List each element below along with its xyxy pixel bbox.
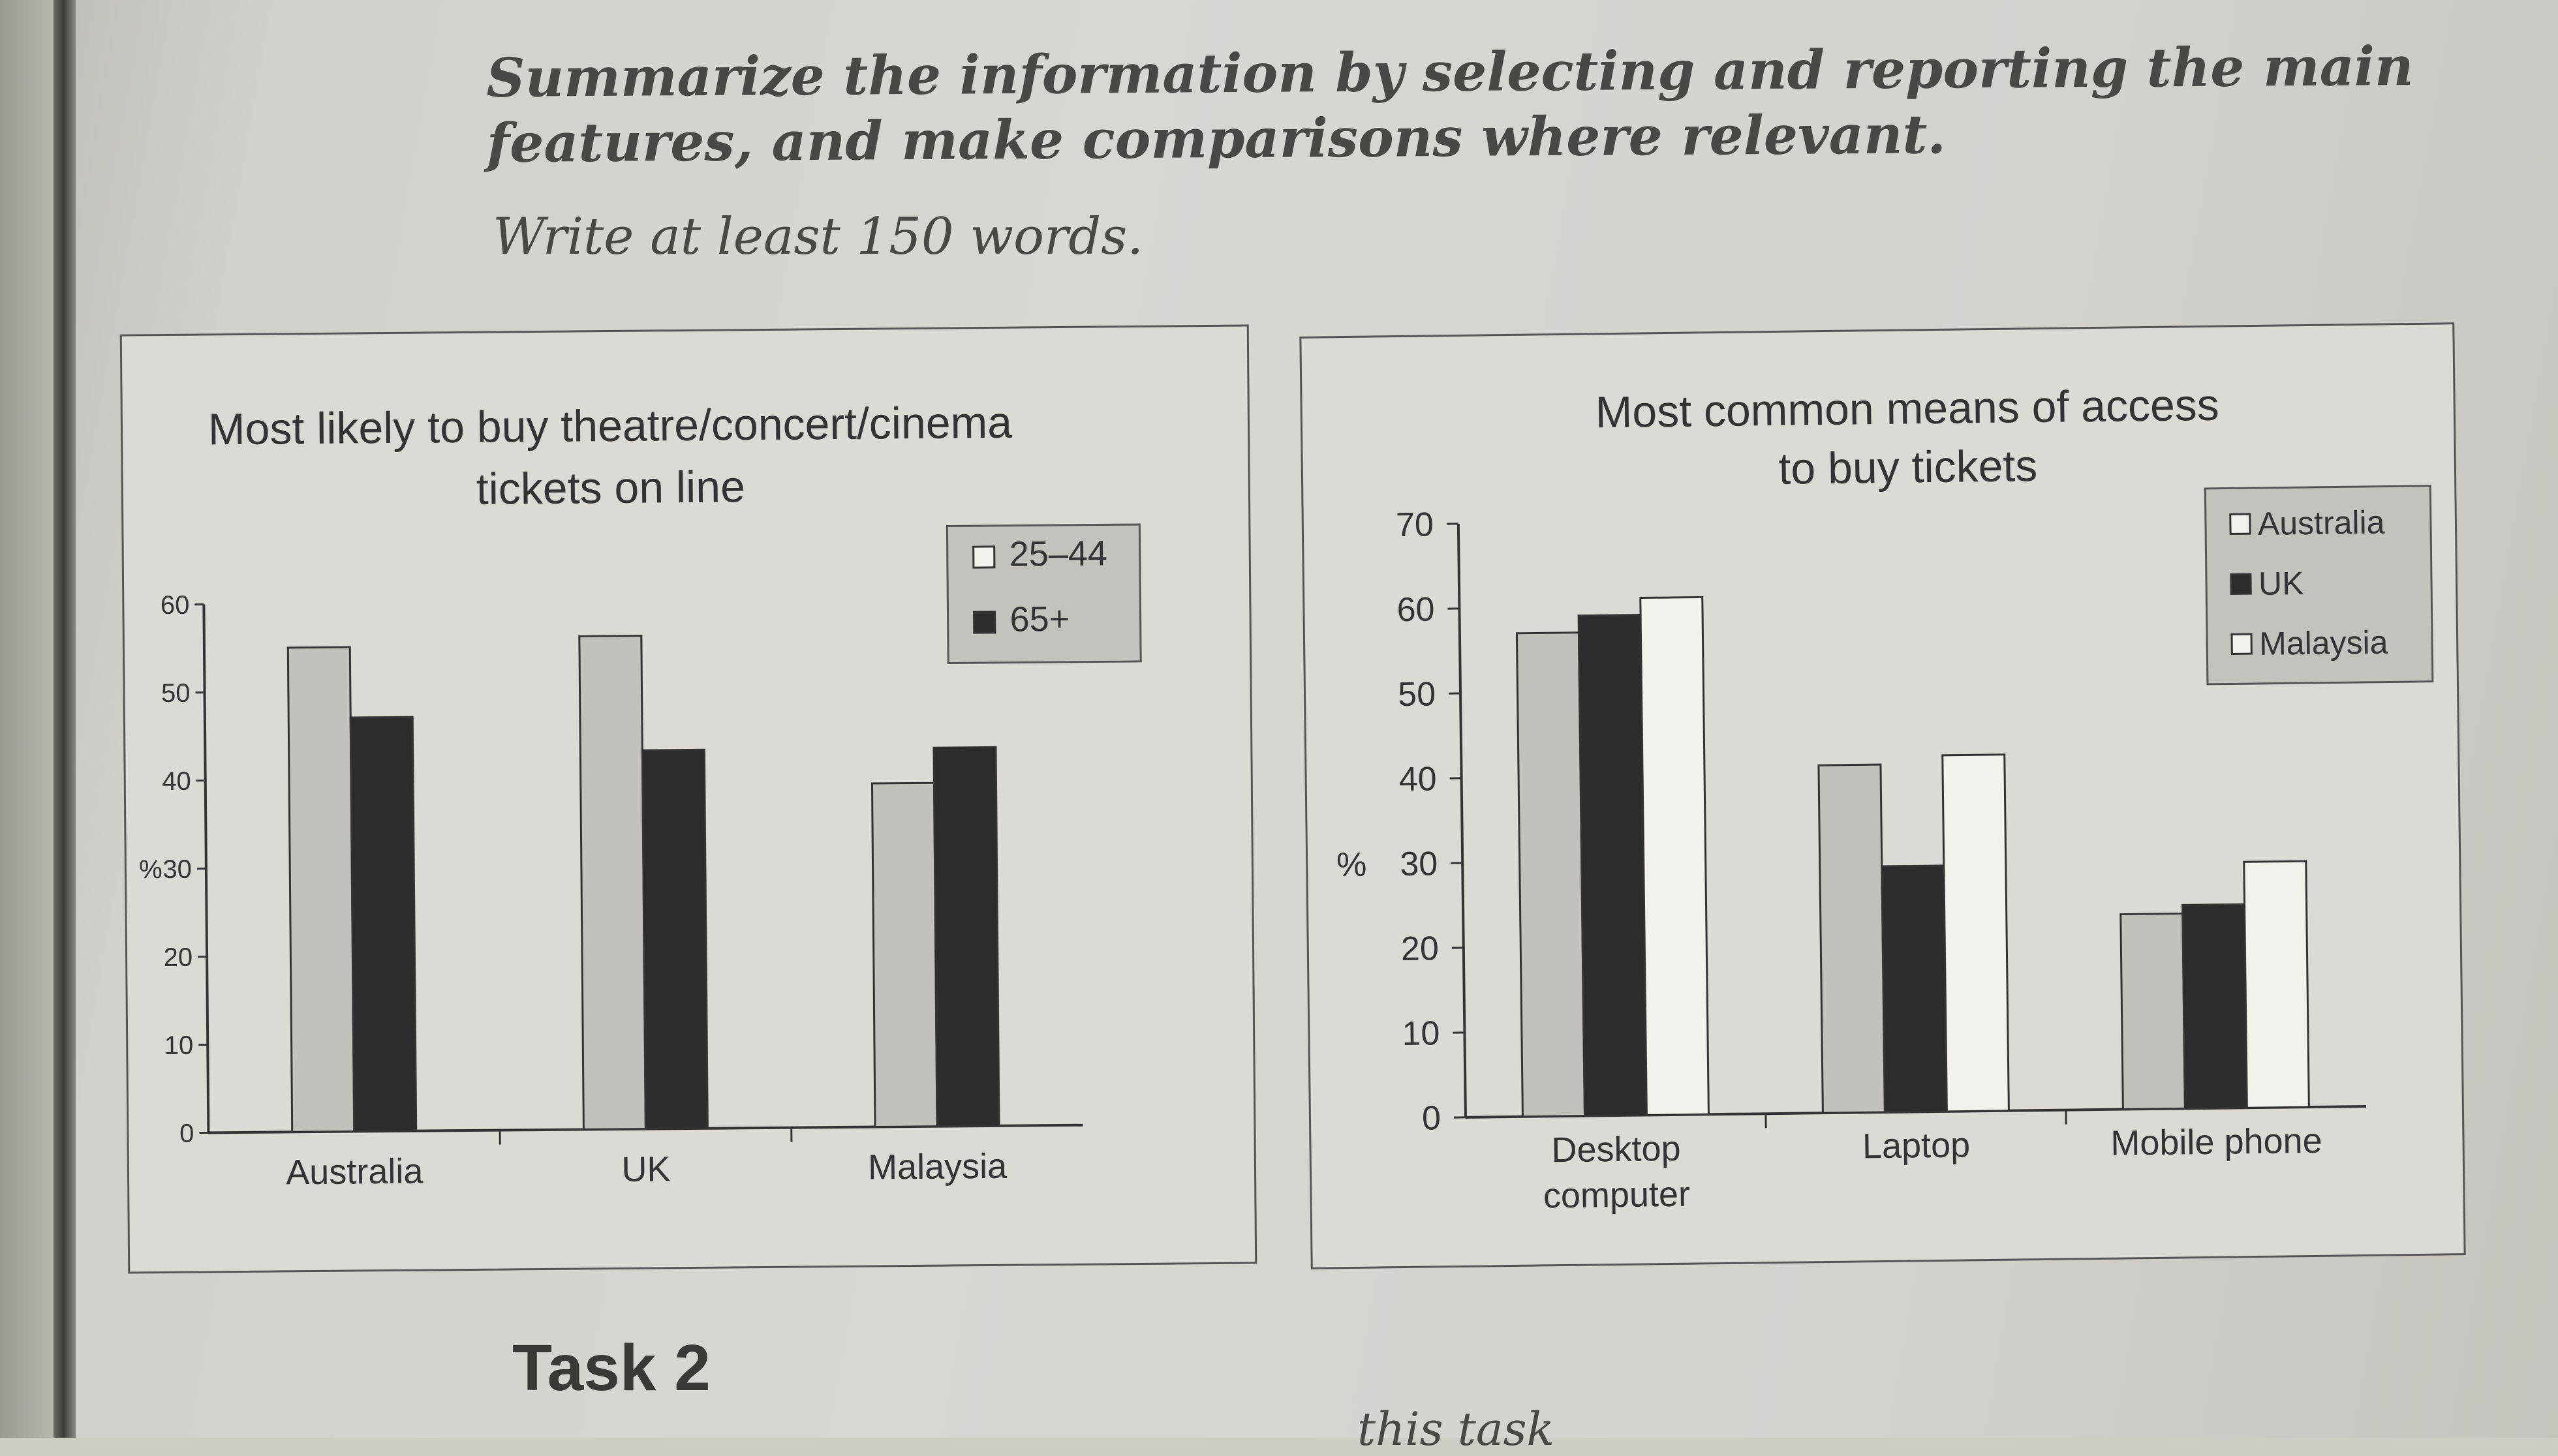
bar [642,750,707,1129]
legend-label: Australia [2258,504,2385,542]
bar [288,647,354,1132]
x-category-label: Desktop computer [1543,1129,1691,1216]
y-tick-label: 40 [162,767,191,796]
bar [2121,913,2185,1109]
x-category-label-line: Laptop [1862,1125,1971,1166]
legend-label: Malaysia [2259,624,2388,662]
bar [1517,633,1584,1117]
y-axis [1458,524,1466,1117]
y-tick-label: 60 [1396,590,1435,629]
y-tick-label: 0 [179,1119,194,1148]
y-tick-label: 40 [1398,760,1437,798]
word-count-instruction: Write at least 150 words. [493,207,1143,266]
y-tick-label: 20 [163,943,193,972]
chart-tickets-online: Most likely to buy theatre/concert/cinem… [120,324,1257,1273]
bar [934,747,999,1126]
bar [1641,597,1709,1115]
bar [1819,765,1885,1113]
y-axis-label: % [139,855,162,884]
bar [1579,615,1646,1116]
y-tick-label: 70 [1396,506,1434,544]
bar [2244,861,2309,1108]
legend-label: UK [2258,565,2304,602]
bar [2183,904,2247,1108]
y-tick-label: 20 [1401,930,1440,968]
x-category-label: UK [621,1149,671,1189]
y-tick-label: 0 [1422,1099,1441,1137]
x-category-label: Laptop [1862,1125,1971,1166]
x-category-label-line: Mobile phone [2110,1121,2322,1163]
y-tick-label: 10 [164,1031,194,1060]
legend-swatch [2230,514,2250,534]
footer-text-fragment: this task [1357,1403,1554,1456]
legend-swatch [2231,574,2251,594]
y-tick-label: 50 [161,679,191,708]
y-tick-label: 60 [161,591,190,620]
page-gutter [0,0,54,1438]
bar [350,717,416,1131]
bar [872,783,937,1127]
x-category-label-line: computer [1543,1175,1691,1216]
x-category-label: Mobile phone [2110,1121,2322,1163]
bar [1943,755,2009,1112]
y-tick-label: 10 [1402,1014,1440,1053]
task-instruction: Summarize the information by selecting a… [486,33,2477,176]
bar [579,636,646,1130]
chart-title-line: tickets on line [476,462,746,514]
legend-swatch [2232,634,2251,654]
x-category-label: Australia [286,1152,424,1192]
chart-panel-tickets-online: Most likely to buy theatre/concert/cinem… [120,324,1257,1273]
legend-label: 65+ [1009,599,1070,639]
y-axis-label: % [1336,846,1367,885]
chart-title-line: Most common means of access [1595,380,2219,438]
task2-heading: Task 2 [512,1331,711,1406]
chart-title-line: Most likely to buy theatre/concert/cinem… [208,398,1013,455]
legend-swatch [974,547,994,568]
y-tick-label: 30 [1400,845,1438,883]
x-category-label: Malaysia [868,1147,1008,1187]
bar [1882,866,1947,1112]
y-tick-label: 30 [162,855,192,884]
legend-label: 25–44 [1009,534,1107,573]
x-category-label-line: Desktop [1551,1129,1681,1170]
book-spine [54,0,76,1438]
chart-title-line: to buy tickets [1778,441,2038,494]
y-tick-label: 50 [1398,675,1436,714]
legend-swatch [974,612,995,633]
